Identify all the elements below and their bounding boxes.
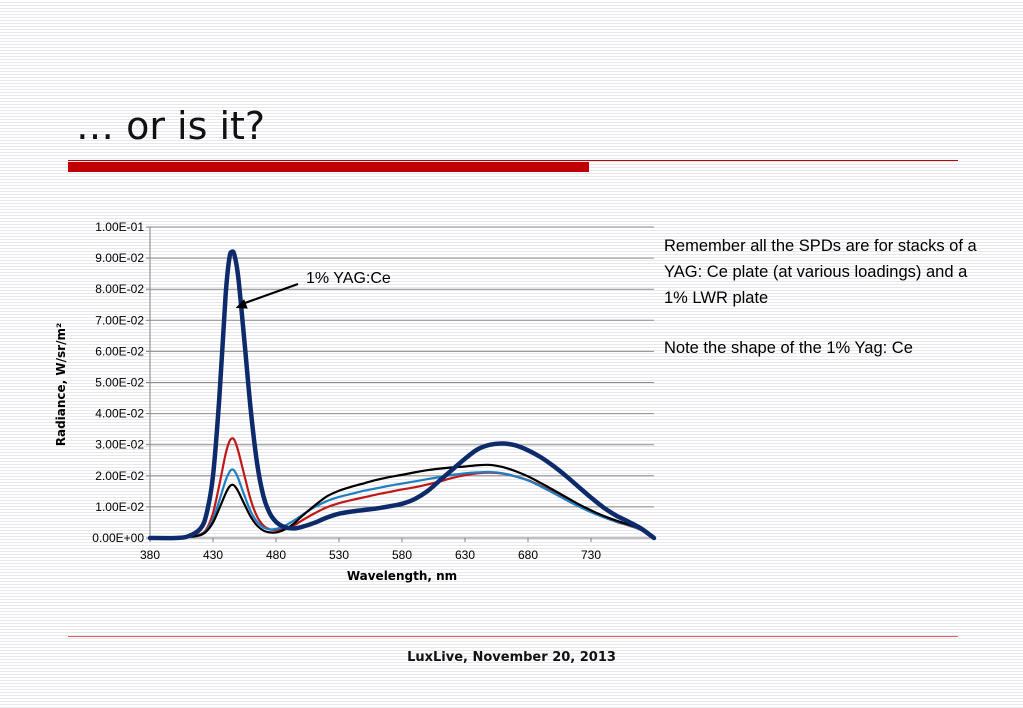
chart-annotation: 1% YAG:Ce — [235, 270, 391, 309]
x-tick-label: 430 — [203, 548, 223, 562]
x-tick-label: 480 — [266, 548, 286, 562]
annotation-arrow-shaft — [239, 282, 299, 306]
x-tick-label: 680 — [518, 548, 538, 562]
y-tick-label: 4.00E-02 — [95, 407, 144, 421]
annotation-arrowhead — [235, 299, 248, 309]
y-tick-label: 9.00E-02 — [95, 251, 144, 265]
y-tick-label: 2.00E-02 — [95, 469, 144, 483]
x-tick-label: 630 — [455, 548, 475, 562]
x-tick-label: 530 — [329, 548, 349, 562]
y-axis-title: Radiance, W/sr/m² — [54, 323, 68, 447]
series-line-4 — [148, 463, 656, 540]
y-tick-label: 1.00E-02 — [95, 500, 144, 514]
y-tick-label: 0.00E+00 — [92, 531, 144, 545]
y-tick-label: 5.00E-02 — [95, 376, 144, 390]
chart-gridlines — [150, 226, 654, 508]
slide-footer: LuxLive, November 20, 2013 — [407, 650, 616, 665]
note-yag-shape: Note the shape of the 1% Yag: Ce — [664, 339, 913, 357]
chart-axes — [146, 226, 654, 542]
series-line-1 — [147, 249, 657, 541]
x-tick-label: 380 — [140, 548, 160, 562]
title-rule-thin — [68, 160, 958, 161]
x-tick-label: 580 — [392, 548, 412, 562]
footer-rule — [68, 636, 958, 637]
title-rule-thick — [68, 162, 589, 172]
y-tick-label: 1.00E-01 — [95, 220, 144, 234]
y-tick-label: 8.00E-02 — [95, 282, 144, 296]
y-tick-label: 3.00E-02 — [95, 438, 144, 452]
x-tick-label: 730 — [581, 548, 601, 562]
y-tick-label: 7.00E-02 — [95, 313, 144, 327]
chart-tick-labels: 0.00E+00 1.00E-02 2.00E-02 3.00E-02 4.00E-02… — [92, 220, 601, 562]
annotation-label: 1% YAG:Ce — [306, 270, 391, 287]
series-line-3 — [148, 468, 656, 540]
slide-title: … or is it? — [76, 104, 266, 148]
x-axis-title: Wavelength, nm — [347, 569, 457, 583]
y-tick-label: 6.00E-02 — [95, 344, 144, 358]
slide-notes: Remember all the SPDs are for stacks of … — [664, 233, 984, 385]
note-spd-stacks: Remember all the SPDs are for stacks of … — [664, 237, 977, 307]
chart-series — [147, 249, 657, 541]
